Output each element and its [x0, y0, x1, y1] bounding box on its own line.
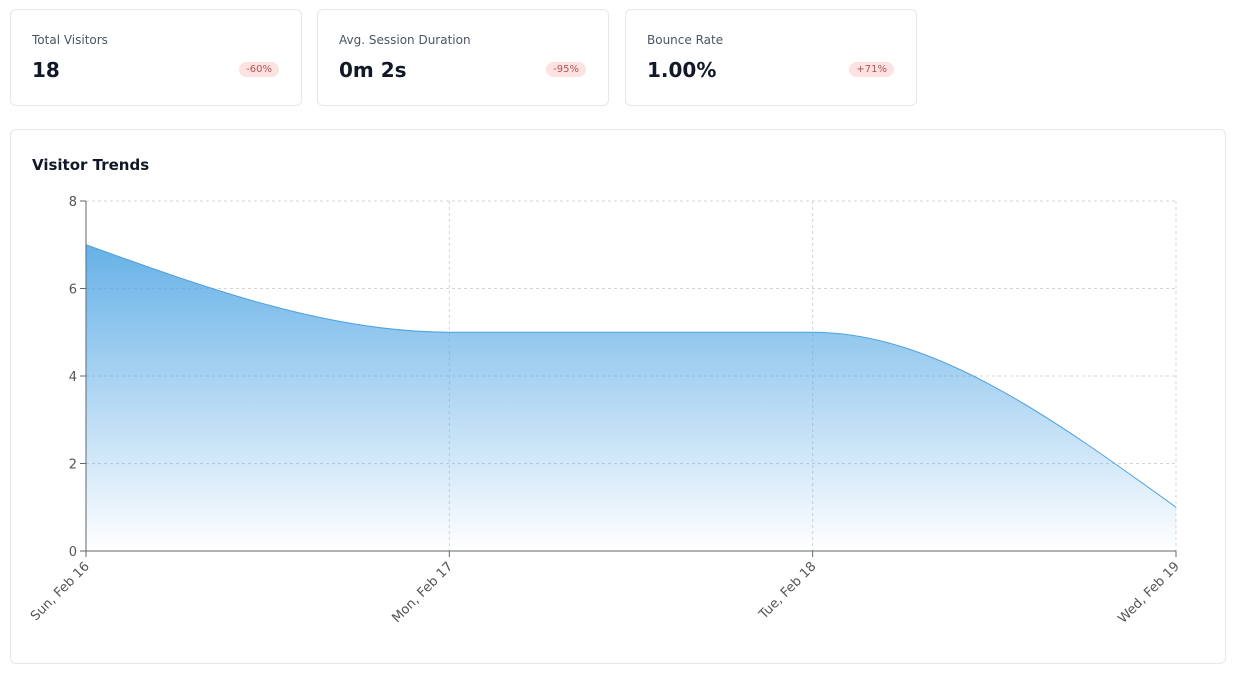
y-tick-label: 8 — [69, 195, 77, 210]
x-tick-label: Wed, Feb 19 — [1115, 559, 1182, 626]
stat-change: -95% — [546, 62, 586, 77]
chart-title: Visitor Trends — [32, 156, 150, 174]
stat-value: 18 — [32, 58, 60, 82]
stat-value: 1.00% — [647, 58, 717, 82]
chart-card: Visitor Trends — [10, 129, 1226, 664]
stat-card: Bounce Rate 1.00% +71% — [625, 9, 917, 106]
area — [86, 244, 1176, 551]
stat-label: Total Visitors — [32, 33, 108, 47]
stat-label: Bounce Rate — [647, 33, 724, 47]
x-tick-label: Mon, Feb 17 — [389, 559, 456, 626]
y-tick-label: 2 — [69, 458, 77, 473]
y-tick-label: 4 — [69, 370, 77, 385]
line — [85, 244, 1177, 508]
stat-value: 0m 2s — [339, 58, 407, 82]
y-tick-label: 6 — [69, 283, 77, 298]
stat-change: +71% — [849, 62, 894, 77]
stat-change: -60% — [239, 62, 279, 77]
stat-card: Avg. Session Duration 0m 2s -95% — [317, 9, 609, 106]
stat-card: Total Visitors 18 -60% — [10, 9, 302, 106]
y-tick-label: 0 — [69, 545, 77, 560]
x-tick-label: Tue, Feb 18 — [756, 559, 820, 623]
x-tick-label: Sun, Feb 16 — [28, 559, 93, 624]
stat-label: Avg. Session Duration — [339, 33, 471, 47]
